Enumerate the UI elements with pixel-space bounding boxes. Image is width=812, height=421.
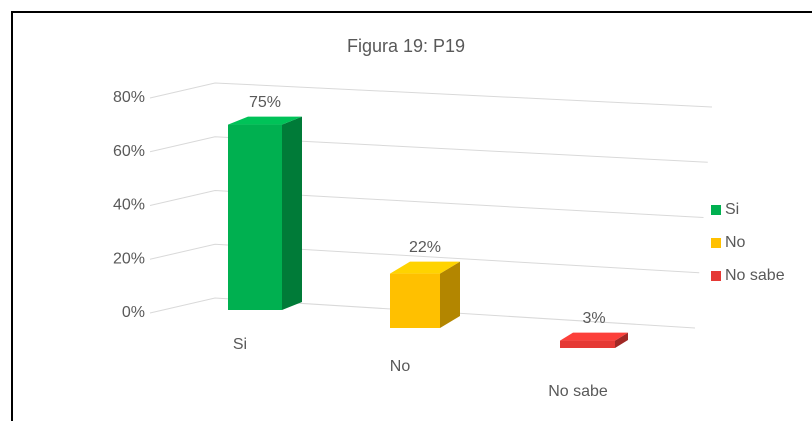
grid-line: [149, 243, 700, 274]
x-tick-label: No: [390, 358, 411, 375]
y-tick-label: 20%: [113, 250, 145, 267]
legend-swatch: [711, 238, 721, 248]
y-tick-label: 80%: [113, 89, 145, 106]
bar-side: [282, 116, 302, 310]
legend-label: No sabe: [725, 267, 785, 284]
y-tick-label: 0%: [122, 304, 145, 321]
bar: [390, 273, 440, 328]
data-label: 75%: [249, 94, 281, 111]
data-label: 22%: [409, 239, 441, 256]
data-label: 3%: [582, 310, 605, 327]
grid-line: [149, 189, 704, 218]
x-tick-label: Si: [233, 336, 247, 353]
chart-title: Figura 19: P19: [347, 36, 465, 56]
bar-side: [615, 332, 628, 348]
y-tick-label: 40%: [113, 197, 145, 214]
bar-top: [560, 332, 628, 341]
bar-top: [390, 261, 460, 274]
bar-side: [440, 261, 460, 328]
grid-line: [149, 136, 708, 163]
legend-label: Si: [725, 201, 739, 218]
bar: [228, 124, 282, 310]
bar-top: [228, 116, 302, 125]
legend-swatch: [711, 205, 721, 215]
legend-label: No: [725, 234, 746, 251]
bar: [560, 340, 615, 348]
grid-line: [149, 297, 696, 329]
x-tick-label: No sabe: [548, 383, 608, 400]
legend-swatch: [711, 271, 721, 281]
y-tick-label: 60%: [113, 143, 145, 160]
grid-line: [149, 82, 713, 108]
